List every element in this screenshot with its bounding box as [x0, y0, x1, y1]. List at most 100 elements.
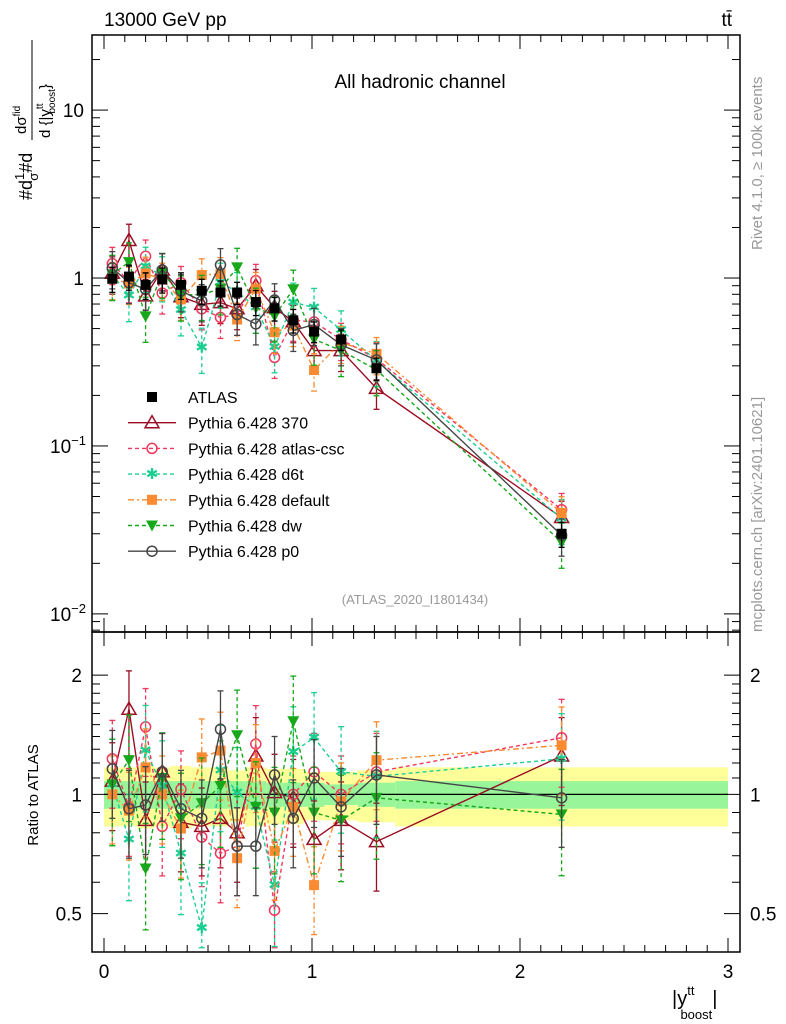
ratio-point [287, 812, 300, 825]
svg-text:dσfid: dσfid [12, 106, 30, 134]
atlas-data-point [175, 279, 186, 290]
rivet-version-label: Rivet 4.1.0, ≥ 100k events [749, 77, 766, 250]
ratio-point [269, 845, 280, 856]
ratio-y-axis-label: Ratio to ATLAS [25, 744, 42, 845]
chart-title: All hadronic channel [334, 72, 505, 93]
ratio-point [120, 700, 138, 716]
legend-label: Pythia 6.428 370 [188, 416, 308, 433]
ratio-point [287, 716, 300, 728]
legend-entry: Pythia 6.428 370 [128, 414, 308, 433]
atlas-data-point [157, 274, 168, 285]
data-point [139, 311, 152, 323]
legend-marker: ✱ [146, 466, 159, 483]
ratio-y-tick-label: 2 [71, 666, 82, 687]
ratio-point [370, 769, 383, 781]
atlas-data-point [196, 285, 207, 296]
atlas-data-point [250, 296, 261, 307]
ratio-point [231, 730, 244, 742]
legend-marker [146, 545, 158, 557]
ratio-point [214, 723, 227, 736]
analysis-id: (ATLAS_2020_I1801434) [342, 592, 488, 607]
series-2: ✱✱✱✱✱✱✱✱✱✱✱✱✱✱✱✱✱✱✱✱✱✱✱✱✱✱✱✱✱✱ [106, 246, 568, 949]
mcplots-label: mcplots.cern.ch [arXiv:2401.10621] [749, 397, 766, 632]
legend-entry: ATLAS [147, 390, 238, 407]
ratio-y-tick-label-right: 2 [750, 666, 761, 687]
legend-marker [146, 520, 158, 532]
ratio-point [214, 780, 227, 792]
atlas-data-point [336, 334, 347, 345]
data-point [309, 365, 320, 376]
x-tick-label: 2 [515, 962, 526, 983]
ratio-point [268, 769, 281, 781]
ratio-point [106, 763, 119, 775]
header-right: tt̄ [721, 10, 732, 31]
series-line-ratio [111, 726, 562, 911]
series-atlas [107, 264, 567, 548]
legend-entry: Pythia 6.428 dw [128, 519, 302, 536]
atlas-data-point [123, 271, 134, 282]
y-tick-label: 1 [73, 269, 84, 290]
ratio-point [309, 880, 320, 891]
data-point: ✱ [287, 294, 300, 311]
y-tick-label: 10 [63, 101, 84, 122]
data-point: ✱ [195, 339, 208, 356]
ratio-point [122, 755, 135, 767]
atlas-data-point [309, 326, 320, 337]
ratio-y-tick-label-right: 0.5 [750, 905, 776, 926]
legend-marker [147, 392, 157, 402]
y-tick-base: 10 [63, 101, 84, 122]
ratio-point: ✱ [287, 744, 300, 761]
y-tick-base: 10 [50, 437, 71, 458]
data-point [231, 262, 244, 274]
ratio-point: ✱ [231, 785, 244, 802]
y-tick-exp: −2 [71, 601, 86, 616]
legend-label: Pythia 6.428 d6t [188, 467, 304, 484]
x-axis-label: |ytt boost| [672, 983, 717, 1022]
series-line-main [112, 272, 563, 514]
y-tick-label: 10−2 [50, 601, 86, 626]
series-3 [107, 256, 567, 936]
ratio-point [231, 840, 243, 852]
x-tick-label: 0 [99, 962, 110, 983]
svg-text:#d1σ#d: #d1σ#d [12, 153, 41, 200]
ratio-point [175, 802, 187, 815]
ratio-point [156, 766, 168, 778]
atlas-data-point [288, 315, 299, 326]
legend-marker [146, 442, 158, 455]
ratio-point [335, 801, 347, 813]
legend-label: Pythia 6.428 default [188, 493, 330, 510]
ratio-point [196, 812, 208, 825]
legend-entry: Pythia 6.428 default [128, 493, 330, 510]
atlas-data-point [107, 273, 118, 284]
legend-entry: ✱ Pythia 6.428 d6t [128, 466, 304, 484]
legend-entry: Pythia 6.428 p0 [128, 544, 299, 561]
y-tick-base: 10 [50, 605, 71, 626]
atlas-data-point [215, 287, 226, 298]
ratio-point [556, 740, 567, 751]
atlas-data-point [269, 303, 280, 314]
ratio-point [139, 799, 152, 811]
series-line-ratio [111, 744, 562, 888]
y-tick-label: 10−1 [50, 433, 86, 458]
data-point [250, 318, 262, 330]
ratio-y-tick-label: 1 [71, 785, 82, 806]
legend-label: Pythia 6.428 p0 [188, 544, 299, 561]
ratio-point [214, 847, 227, 860]
x-tick-label: 3 [723, 962, 734, 983]
data-point [214, 259, 227, 271]
ratio-point: ✱ [195, 920, 208, 937]
x-tick-label: 1 [307, 962, 318, 983]
ratio-point [139, 863, 152, 875]
series-line-main [111, 260, 563, 543]
ratio-point [123, 802, 135, 815]
ratio-point [308, 772, 320, 784]
data-point [556, 507, 567, 518]
svg-text:d {|yttboost}: d {|yttboost} [35, 84, 58, 138]
atlas-data-point [232, 287, 243, 298]
y-tick-exp: −1 [71, 433, 86, 448]
data-point [122, 257, 135, 269]
data-point [287, 284, 300, 296]
legend-label: ATLAS [188, 390, 238, 407]
